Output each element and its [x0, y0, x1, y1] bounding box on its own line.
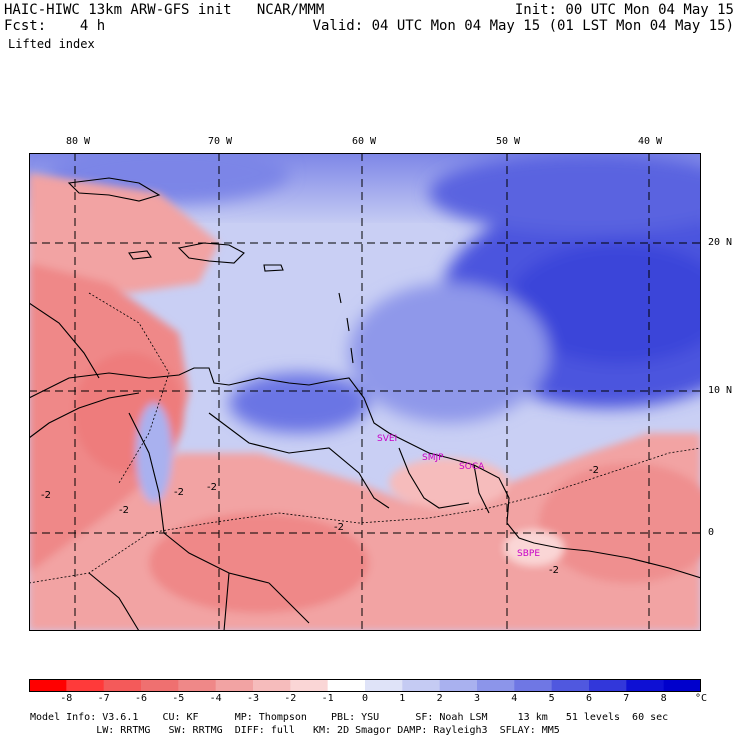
- venezuela-blue: [229, 373, 369, 433]
- contour-minus2-west: [88, 292, 170, 484]
- colorbar-bin: [514, 679, 553, 692]
- lon-label-70w: 70 W: [208, 136, 233, 147]
- colorbar-bin: [663, 679, 701, 692]
- colorbar-bin: [402, 679, 441, 692]
- border-guyana: [398, 447, 470, 509]
- coast-lesser-antilles: [338, 292, 354, 364]
- colorbar-tick-label: -4: [209, 693, 222, 704]
- station-label-sbpe: SBPE: [517, 549, 540, 559]
- lat-label-0: 0: [708, 527, 715, 538]
- colorbar-bin: [551, 679, 590, 692]
- contour-minus2-south: [29, 447, 701, 584]
- colorbar-bin: [290, 679, 329, 692]
- colorbar-tick-label: -5: [172, 693, 185, 704]
- colorbar-bin: [365, 679, 403, 692]
- colorbar-tick-label: -6: [134, 693, 148, 704]
- valid-time: Valid: 04 UTC Mon 04 May 15 (01 LST Mon …: [312, 18, 734, 34]
- model-title: HAIC-HIWC 13km ARW-GFS init NCAR/MMM: [4, 2, 325, 18]
- border-peru: [88, 572, 140, 631]
- colorbar-bin: [215, 679, 254, 692]
- colorbar-bin: [477, 679, 515, 692]
- amazon-hot: [149, 513, 369, 613]
- model-info-line1: Model Info: V3.6.1 CU: KF MP: Thompson P…: [30, 712, 669, 723]
- colorbar-bin: [103, 679, 142, 692]
- colorbar-tick-label: -8: [60, 693, 73, 704]
- border-suriname: [473, 464, 490, 514]
- contour-label: -2: [119, 505, 129, 516]
- lat-label-20n: 20 N: [708, 237, 733, 248]
- colorbar-tick-label: 6: [585, 693, 593, 704]
- colorbar-tick-label: 1: [399, 693, 406, 704]
- contour-label: -2: [549, 565, 559, 576]
- colorbar-bin: [589, 679, 627, 692]
- coast-hispaniola: [177, 242, 245, 264]
- lon-label-50w: 50 W: [496, 136, 521, 147]
- contour-label: -2: [41, 490, 51, 501]
- colorbar-bin: [141, 679, 179, 692]
- colorbar-tick-label: -3: [246, 693, 260, 704]
- colorbar-tick-label: 5: [548, 693, 555, 704]
- map-frame: [29, 153, 701, 631]
- forecast-hour: Fcst: 4 h: [4, 18, 106, 34]
- station-labels: SVEI SMJP SOCA SBPE: [377, 434, 540, 559]
- colorbar-tick-label: 3: [473, 693, 481, 704]
- station-label-soca: SOCA: [459, 462, 485, 472]
- coast-central-america: [29, 302, 100, 379]
- colorbar-tick-label: 0: [361, 693, 369, 704]
- colorbar: [29, 679, 701, 692]
- colorbar-tick-label: 7: [623, 693, 630, 704]
- field-blue: [49, 153, 701, 433]
- station-label-smjp: SMJP: [422, 453, 444, 463]
- contour-label: -2: [174, 487, 184, 498]
- lon-label-60w: 60 W: [352, 136, 377, 147]
- colorbar-tick-label: 2: [436, 693, 443, 704]
- contours: [29, 292, 701, 584]
- coast-jamaica: [128, 250, 152, 260]
- coast-puerto-rico: [263, 264, 284, 272]
- contour-labels: -2 -2 -2 -2 -2 -2 -2: [41, 465, 599, 576]
- lon-label-80w: 80 W: [66, 136, 91, 147]
- lifted-index-map: -2 -2 -2 -2 -2 -2 -2 SVEI SMJP SOCA SBPE: [29, 153, 701, 631]
- caribbean-red-north: [29, 173, 219, 293]
- amazon-delta-white: [504, 530, 564, 566]
- colorbar-tick-label: 8: [660, 693, 667, 704]
- coast-cuba: [67, 177, 161, 202]
- colorbar-tick-label: 4: [511, 693, 518, 704]
- field-name: Lifted index: [8, 37, 95, 51]
- colorbar-tick-label: -7: [97, 693, 110, 704]
- colorbar-frame: [29, 679, 701, 692]
- contour-label: -2: [207, 482, 217, 493]
- colorbar-bin: [327, 679, 366, 692]
- lon-label-40w: 40 W: [638, 136, 663, 147]
- colorbar-bin: [66, 679, 105, 692]
- border-venezuela: [208, 412, 390, 509]
- colorbar-tick-label: -1: [321, 693, 334, 704]
- guyana-pink: [389, 458, 509, 508]
- colorbar-unit: °C: [694, 693, 708, 704]
- colorbar-bin: [253, 679, 291, 692]
- field-red: [29, 173, 701, 631]
- border-brazil-interior: [223, 572, 310, 631]
- contour-label: -2: [589, 465, 599, 476]
- brazil-east: [539, 463, 701, 583]
- atlantic-core: [509, 243, 701, 363]
- coast-south-america: [29, 367, 701, 579]
- atlantic-north: [429, 153, 701, 233]
- contour-label: -2: [334, 522, 344, 533]
- graticule: [29, 153, 701, 631]
- colorbar-bin: [439, 679, 478, 692]
- lat-label-10n: 10 N: [708, 385, 733, 396]
- colorbar-tick-label: -2: [284, 693, 297, 704]
- station-label-svei: SVEI: [377, 434, 397, 444]
- central-atlantic: [349, 283, 549, 423]
- andes-blue: [136, 403, 172, 503]
- model-info-line2: LW: RRTMG SW: RRTMG DIFF: full KM: 2D Sm…: [30, 725, 560, 736]
- colorbar-bin: [626, 679, 665, 692]
- init-time: Init: 00 UTC Mon 04 May 15: [514, 2, 734, 18]
- coastlines: [29, 177, 701, 631]
- colorbar-bin: [29, 679, 67, 692]
- colorbar-bin: [178, 679, 217, 692]
- coast-panama: [29, 392, 140, 439]
